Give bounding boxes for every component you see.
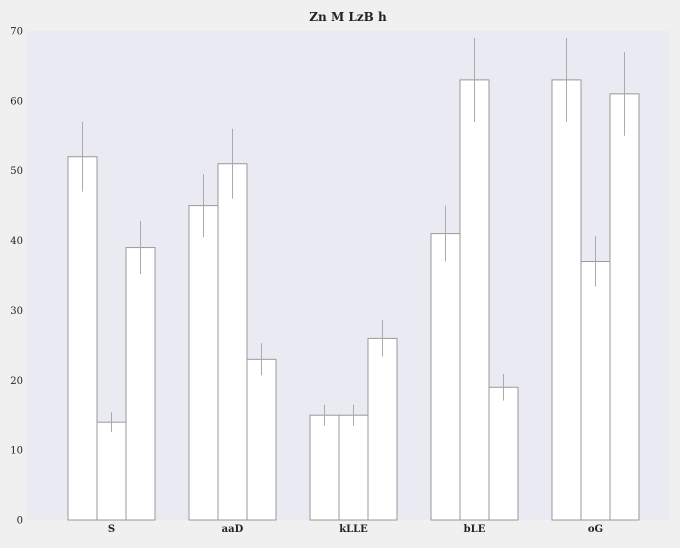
error-bars-layer [82, 37, 625, 432]
bar [309, 414, 340, 521]
y-tick-label: 70 [10, 27, 23, 38]
y-tick-label: 30 [10, 306, 23, 317]
y-tick-label: 60 [10, 96, 23, 107]
x-tick-label: S [108, 524, 115, 535]
bar [580, 261, 611, 521]
y-tick-label: 20 [10, 376, 23, 387]
y-tick-label: 40 [10, 236, 23, 247]
bar [125, 247, 156, 521]
y-tick-label: 10 [10, 446, 23, 457]
bar [188, 205, 219, 521]
bars-layer [67, 79, 640, 521]
bar [609, 93, 640, 521]
bar [459, 79, 490, 521]
bar [338, 414, 369, 521]
x-tick-label: kLLE [339, 524, 368, 535]
y-axis: 0 10 20 30 40 50 60 70 [10, 27, 23, 527]
bar [96, 421, 127, 521]
bar [217, 163, 248, 521]
x-tick-label: aaD [222, 524, 244, 535]
y-tick-label: 50 [10, 166, 23, 177]
chart-title: Zn M LzB h [309, 10, 387, 24]
y-tick-label: 0 [17, 516, 23, 527]
bar [367, 337, 398, 521]
bar [430, 233, 461, 521]
bar [246, 358, 277, 521]
bar [67, 156, 98, 521]
bar [488, 386, 519, 521]
x-tick-label: oG [588, 524, 603, 535]
bar [551, 79, 582, 521]
x-tick-label: bLE [464, 524, 486, 535]
